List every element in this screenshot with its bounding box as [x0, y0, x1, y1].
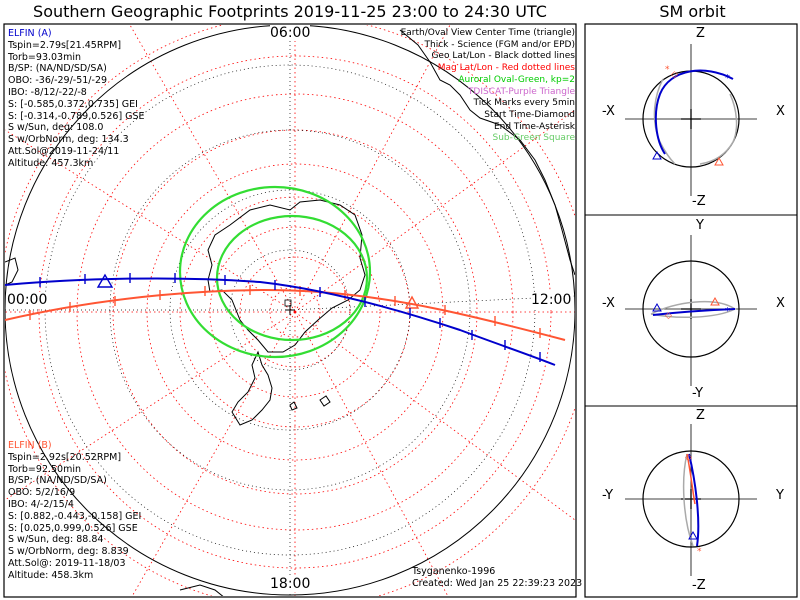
legend-item: Geo Lat/Lon - Black dotted lines: [431, 51, 575, 62]
africa-coastline: [5, 257, 19, 286]
island-outline: [289, 395, 331, 411]
elfin-b-line: Tspin=2.92s[20.52RPM]: [8, 451, 122, 463]
svg-text:*: *: [725, 73, 730, 84]
elfin-b-track: [5, 289, 566, 341]
legend-item: Earth/Oval View Center Time (triangle): [400, 28, 575, 38]
sm-panel-yz: ◇ *: [625, 424, 757, 576]
legend-item: Sub-Green Square: [492, 133, 575, 144]
sm-orbit-title: SM orbit: [659, 2, 726, 21]
elfin-a-line: S w/OrbNorm, deg: 134.3: [8, 134, 129, 146]
legend-item: TDISCAT-Purple Triangle: [467, 86, 575, 97]
mag-lon-lines: [5, 25, 575, 596]
australia-coastline: [179, 584, 224, 596]
map-legend: Earth/Oval View Center Time (triangle) T…: [401, 28, 575, 145]
elfin-b-name: ELFIN (B): [8, 440, 52, 451]
auroral-oval-inner: [215, 214, 369, 342]
elfin-b-line: Att.Sol@: 2019-11-18/03: [8, 557, 126, 569]
panel1-right-label: X: [776, 104, 785, 119]
geo-pole-box: [284, 299, 292, 307]
south-america-coastline: [399, 29, 575, 276]
elfin-b-line: S: [0.882,-0.443,-0.158] GEI: [8, 510, 142, 522]
svg-text:◇: ◇: [671, 70, 678, 80]
elfin-b-line: S w/OrbNorm, deg: 8.839: [8, 546, 129, 558]
time-label-left: 00:00: [7, 292, 48, 308]
time-label-right: 12:00: [531, 292, 572, 308]
pole-marker: [285, 305, 295, 315]
created-timestamp: Created: Wed Jan 25 22:39:23 2023: [412, 578, 583, 589]
elfin-a-line: IBO: -8/12/-22/-8: [8, 86, 87, 98]
elfin-a-track: [5, 277, 556, 366]
sm-panel-xy: * ◇: [625, 235, 757, 386]
elfin-a-line: Altitude: 457.3km: [8, 157, 94, 169]
svg-text:*: *: [697, 547, 702, 557]
panel2-bottom-label: -Y: [692, 386, 704, 401]
panel3-top-label: Z: [696, 408, 705, 423]
elfin-a-line: S: [-0.585,0.372,0.735] GEI: [8, 98, 138, 110]
elfin-b-line: S w/Sun, deg: 88.84: [8, 534, 104, 546]
elfin-a-line: OBO: -36/-29/-51/-29: [8, 75, 108, 87]
svg-text:◇: ◇: [665, 311, 672, 321]
panel3-left-label: -Y: [602, 488, 614, 503]
elfin-a-ticks: [39, 273, 541, 362]
elfin-b-info: ELFIN (B) Tspin=2.92s[20.52RPM] Torb=92.…: [8, 440, 141, 582]
panel1-left-label: -X: [602, 104, 615, 119]
panel3-right-label: Y: [776, 488, 784, 503]
elfin-b-center-triangle: [404, 295, 420, 309]
elfin-a-line: Att.Sol@2019-11-24/11: [8, 145, 120, 157]
legend-item: Start Time-Diamond: [484, 109, 575, 120]
elfin-b-line: IBO: 4/-2/15/4: [8, 498, 74, 510]
elfin-b-line: Torb=92.50min: [8, 463, 82, 475]
elfin-b-ticks: [29, 285, 541, 338]
legend-item: Mag Lat/Lon - Red dotted lines: [437, 63, 575, 74]
panel3-bottom-label: -Z: [692, 578, 706, 593]
svg-text:*: *: [665, 65, 670, 75]
sm-panel-xz: ◇ * *: [625, 44, 757, 196]
elfin-b-line: B/SP: (NA/ND/SD/SA): [8, 475, 107, 487]
sm-orbit-panels: ◇ * * * ◇ ◇ *: [625, 44, 757, 576]
legend-item: End Time-Asterisk: [493, 121, 575, 132]
panel1-bottom-label: -Z: [692, 194, 706, 209]
sm-frame: [584, 23, 798, 598]
model-credit: Tsyganenko-1996: [412, 566, 496, 577]
elfin-a-line: Torb=93.03min: [8, 51, 82, 63]
auroral-oval-outer: [178, 185, 372, 359]
panel2-top-label: Y: [696, 218, 704, 233]
plot-title: Southern Geographic Footprints 2019-11-2…: [33, 2, 547, 21]
elfin-b-line: Altitude: 458.3km: [8, 569, 94, 581]
elfin-a-line: Tspin=2.79s[21.45RPM]: [8, 39, 122, 51]
time-label-top: 06:00: [270, 25, 311, 41]
legend-item: Tick Marks every 5min: [473, 98, 575, 109]
panel2-left-label: -X: [602, 296, 615, 311]
antarctica-coastline: [207, 199, 366, 426]
elfin-a-line: S w/Sun, deg: 108.0: [8, 122, 104, 134]
elfin-a-info: ELFIN (A) Tspin=2.79s[21.45RPM] Torb=93.…: [8, 28, 145, 170]
svg-text:◇: ◇: [685, 453, 692, 463]
legend-item: Thick - Science (FGM and/or EPD): [424, 39, 575, 50]
panel2-right-label: X: [776, 296, 785, 311]
elfin-b-line: S: [0.025,0.999,0.526] GSE: [8, 522, 138, 534]
map-frame: [3, 23, 577, 598]
elfin-a-name: ELFIN (A): [8, 28, 52, 39]
svg-text:*: *: [725, 306, 730, 317]
mag-lat-circles: [5, 25, 575, 596]
legend-item: Auroral Oval-Green, kp=2: [458, 74, 575, 85]
panel1-top-label: Z: [696, 26, 705, 41]
elfin-a-line: S: [-0.314,-0.789,0.526] GSE: [8, 110, 145, 122]
time-label-bottom: 18:00: [270, 576, 311, 592]
elfin-a-center-triangle: [96, 273, 114, 288]
elfin-b-line: OBO: 5/2/16/9: [8, 487, 76, 499]
elfin-a-line: B/SP: (NA/ND/SD/SA): [8, 63, 107, 75]
